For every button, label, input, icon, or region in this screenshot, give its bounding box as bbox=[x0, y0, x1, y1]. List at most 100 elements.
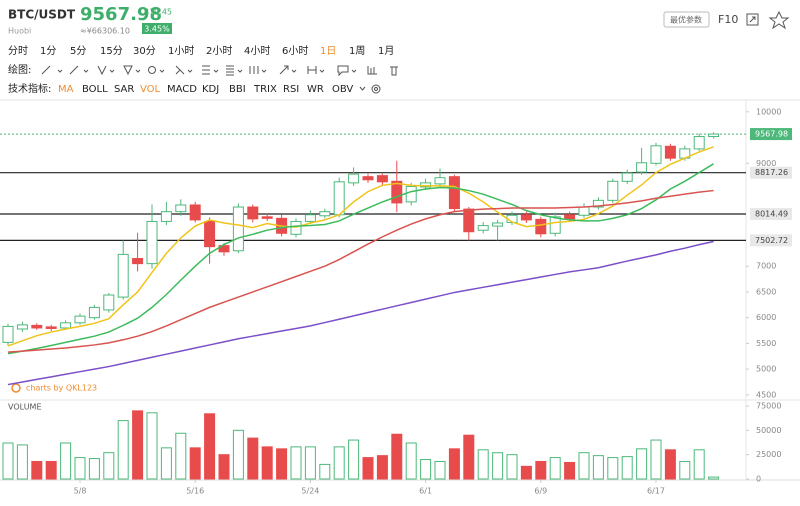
candle-body bbox=[564, 214, 576, 220]
fullscreen-icon[interactable] bbox=[746, 13, 759, 26]
volume-bar bbox=[117, 420, 129, 480]
pct-badge bbox=[142, 23, 172, 34]
cny-price: ≈¥66306.10 bbox=[80, 27, 130, 36]
candle-body bbox=[88, 306, 100, 319]
candle-body bbox=[160, 211, 172, 222]
volume-bar bbox=[319, 463, 331, 480]
volume-bar bbox=[492, 452, 504, 480]
current-price-label: 9567.98 bbox=[755, 130, 788, 139]
volume-bar bbox=[304, 446, 316, 480]
candle-body bbox=[175, 204, 187, 213]
volume-bar bbox=[45, 460, 57, 480]
indicator-tab[interactable]: TRIX bbox=[253, 84, 277, 95]
candle-body bbox=[218, 245, 230, 253]
indicator-tab[interactable]: MA bbox=[58, 84, 74, 95]
y-tick-label: 7000 bbox=[756, 262, 776, 271]
volume-bar bbox=[506, 454, 518, 480]
level-label: 8817.26 bbox=[755, 168, 788, 177]
candle-body bbox=[232, 206, 244, 252]
volume-bar bbox=[520, 465, 532, 480]
volume-bar bbox=[31, 460, 43, 480]
y-tick-label: 4500 bbox=[756, 390, 776, 399]
level-box bbox=[750, 166, 792, 179]
candle-body bbox=[693, 136, 705, 150]
volume-bar bbox=[362, 457, 374, 480]
indicator-tab[interactable]: WR bbox=[307, 84, 324, 95]
period-tab[interactable]: 1小时 bbox=[168, 45, 194, 57]
watermark: charts by QKL123 bbox=[26, 384, 97, 393]
candle-body bbox=[434, 177, 446, 185]
period-tab[interactable]: 6小时 bbox=[282, 45, 308, 57]
candle-body bbox=[708, 133, 720, 138]
y-tick-label: 5000 bbox=[756, 365, 776, 374]
f10[interactable]: F10 bbox=[718, 13, 738, 26]
indicator-tab[interactable]: MACD bbox=[167, 84, 197, 95]
indicator-tab[interactable]: BBI bbox=[229, 84, 246, 95]
optimal-button[interactable] bbox=[663, 11, 710, 28]
level-box bbox=[750, 208, 792, 221]
volume-bar bbox=[276, 448, 288, 480]
watermark-icon bbox=[11, 383, 21, 393]
indicator-tab[interactable]: KDJ bbox=[202, 84, 219, 95]
candle-body bbox=[74, 315, 86, 324]
indicator-tab[interactable]: BOLL bbox=[82, 84, 108, 95]
period-tab[interactable]: 5分 bbox=[70, 45, 86, 57]
optimal-button-label[interactable]: 最优参数 bbox=[670, 15, 702, 25]
volume-bar bbox=[549, 457, 561, 480]
volume-bar bbox=[592, 455, 604, 480]
period-tab[interactable]: 15分 bbox=[100, 45, 123, 57]
volume-tick-label: 25000 bbox=[756, 450, 781, 459]
x-tick-label: 6/17 bbox=[647, 487, 665, 496]
period-tab[interactable]: 30分 bbox=[133, 45, 156, 57]
average-line bbox=[7, 163, 714, 355]
volume-bar bbox=[103, 452, 115, 480]
period-tab[interactable]: 1周 bbox=[349, 45, 365, 57]
settings-icon[interactable] bbox=[371, 84, 381, 94]
indicator-tab[interactable]: VOL bbox=[140, 84, 161, 95]
volume-tick-label: 75000 bbox=[756, 402, 781, 411]
indicator-label: 技术指标: bbox=[8, 82, 51, 95]
volume-bar bbox=[261, 446, 273, 480]
period-tab[interactable]: 2小时 bbox=[206, 45, 232, 57]
candle-body bbox=[362, 176, 374, 181]
volume-bar bbox=[189, 447, 201, 480]
period-tab[interactable]: 4小时 bbox=[244, 45, 270, 57]
level-box bbox=[750, 234, 792, 247]
x-tick-label: 5/8 bbox=[74, 487, 87, 496]
volume-bar bbox=[607, 457, 619, 480]
volume-bar bbox=[693, 449, 705, 480]
candle-body bbox=[477, 225, 489, 231]
volume-bar bbox=[348, 439, 360, 480]
indicator-tab[interactable]: OBV bbox=[332, 84, 353, 95]
candle-body bbox=[535, 218, 547, 235]
more-indicators[interactable] bbox=[359, 86, 366, 91]
current-price-box bbox=[750, 128, 792, 141]
candle-body bbox=[261, 216, 273, 219]
candle-body bbox=[60, 322, 72, 329]
star-icon[interactable] bbox=[768, 10, 790, 30]
candle-body bbox=[31, 324, 43, 329]
volume-bar bbox=[448, 448, 460, 480]
y-tick-label: 10000 bbox=[756, 107, 781, 116]
candle-body bbox=[16, 324, 28, 330]
volume-bar bbox=[664, 449, 676, 480]
period-tab[interactable]: 分时 bbox=[8, 45, 28, 57]
volume-bar bbox=[578, 452, 590, 480]
candle-body bbox=[247, 206, 259, 220]
candle-body bbox=[45, 326, 57, 329]
period-tab[interactable]: 1分 bbox=[40, 45, 56, 57]
candle-body bbox=[290, 220, 302, 235]
volume-bar bbox=[74, 457, 86, 480]
drawing-tools[interactable] bbox=[41, 65, 398, 77]
symbol: BTC/USDT bbox=[8, 8, 76, 22]
x-tick-label: 6/1 bbox=[419, 487, 432, 496]
indicator-tab[interactable]: SAR bbox=[114, 84, 134, 95]
volume-bar bbox=[60, 442, 72, 480]
period-tab[interactable]: 1月 bbox=[378, 45, 394, 57]
indicator-tab[interactable]: RSI bbox=[283, 84, 299, 95]
period-tab[interactable]: 1日 bbox=[320, 46, 336, 57]
volume-bar bbox=[160, 447, 172, 480]
volume-bar bbox=[391, 433, 403, 480]
volume-bar bbox=[434, 460, 446, 480]
